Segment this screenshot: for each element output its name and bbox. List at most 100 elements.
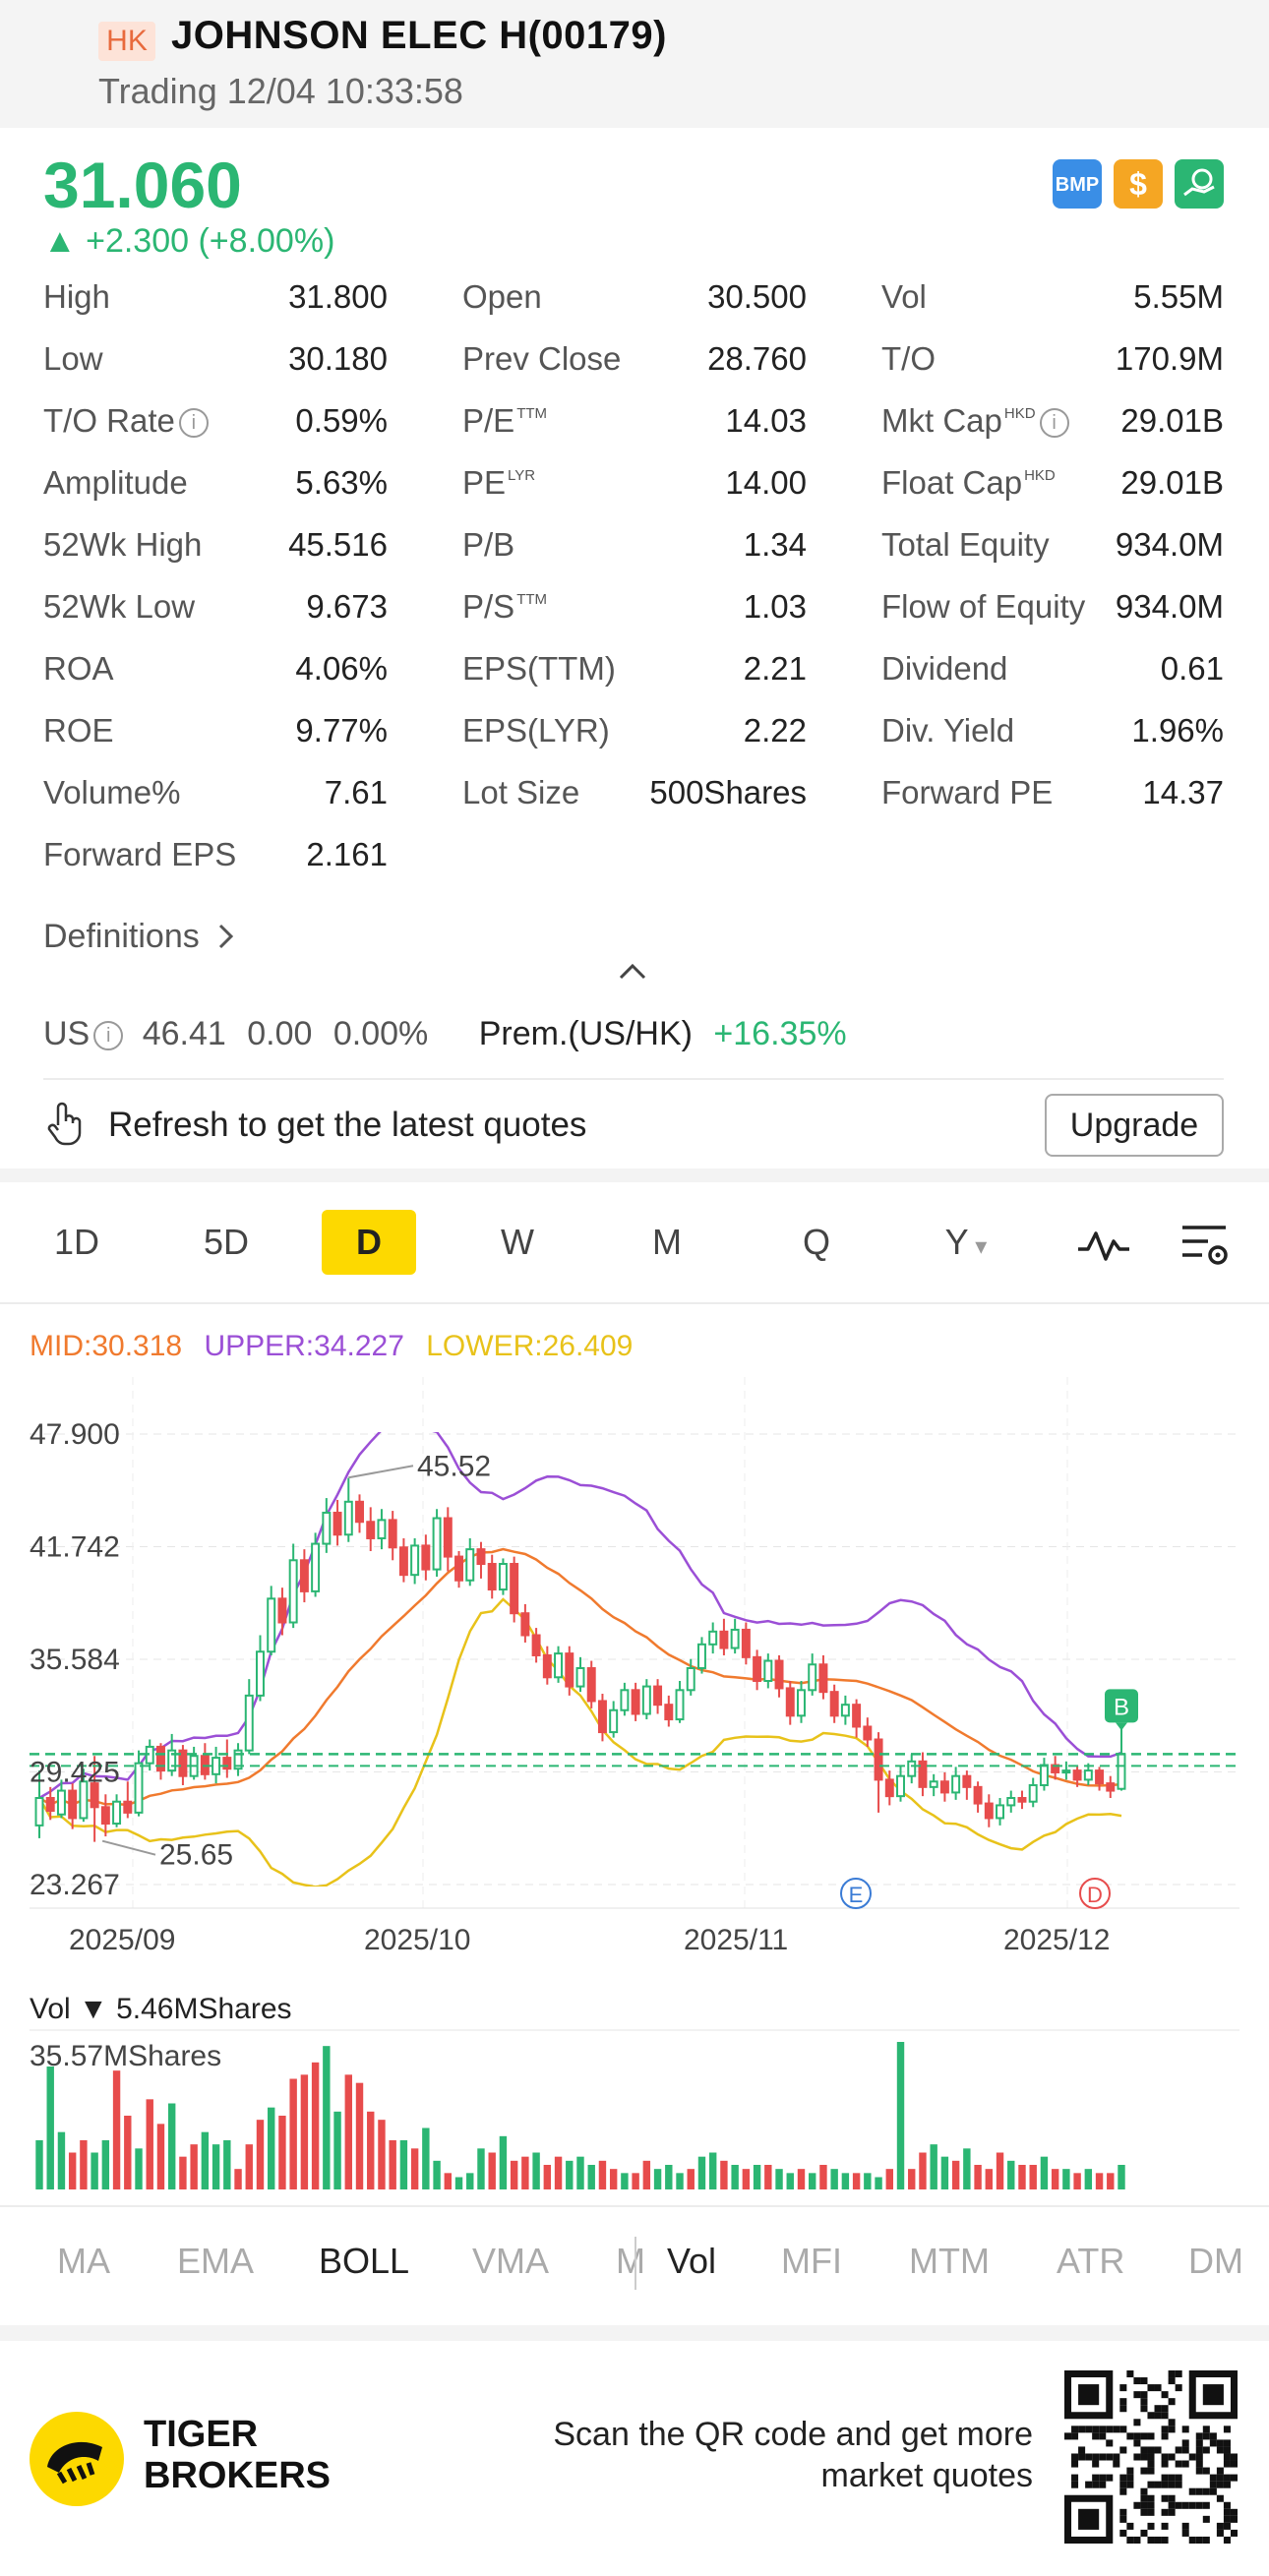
volume-bar xyxy=(234,2169,242,2189)
candle xyxy=(586,1660,596,1708)
stat-superscript: HKD xyxy=(1003,405,1036,422)
stat-value: 2.22 xyxy=(743,712,807,749)
period-tab[interactable]: Q xyxy=(769,1210,864,1275)
stat-label: Low xyxy=(43,340,103,378)
bmp-icon[interactable]: BMP xyxy=(1053,159,1102,209)
candle xyxy=(719,1618,729,1655)
volume-bar xyxy=(355,2082,364,2189)
period-tab[interactable]: 1D xyxy=(30,1210,124,1275)
stat-label: Forward EPS xyxy=(43,836,236,873)
candle xyxy=(233,1743,243,1776)
sub-indicator-tab[interactable]: MTM xyxy=(909,2241,990,2281)
volume-chart[interactable] xyxy=(0,2026,1269,2199)
period-tab[interactable]: W xyxy=(470,1210,565,1275)
volume-bar xyxy=(996,2152,1004,2189)
volume-bar xyxy=(775,2169,783,2189)
volume-bar xyxy=(985,2169,994,2189)
info-icon[interactable]: i xyxy=(178,408,209,438)
stat-superscript: TTM xyxy=(516,405,548,422)
candle xyxy=(398,1537,408,1583)
candle xyxy=(852,1699,862,1738)
stat-label: Float Cap HKD xyxy=(881,464,1056,502)
info-icon[interactable]: i xyxy=(93,1021,124,1050)
sub-indicator-tab[interactable]: Vol xyxy=(667,2241,717,2281)
candle xyxy=(1039,1758,1049,1791)
stat-label: ROE xyxy=(43,712,114,749)
sub-indicator-tab[interactable]: ATR xyxy=(1057,2241,1125,2281)
volume-bar xyxy=(908,2169,916,2189)
sub-indicator-tab[interactable]: MFI xyxy=(781,2241,842,2281)
tab-separator xyxy=(634,2237,636,2290)
candle xyxy=(918,1752,928,1797)
stat-label-text: P/S xyxy=(462,588,515,625)
stat-label: Forward PE xyxy=(881,774,1053,811)
volume-bar xyxy=(653,2169,662,2189)
earnings-marker[interactable]: E xyxy=(840,1878,872,1909)
candle xyxy=(597,1694,607,1742)
hand-money-icon[interactable] xyxy=(1175,159,1224,209)
candle xyxy=(100,1794,110,1837)
stat-value: 30.500 xyxy=(707,278,807,315)
stock-title: JOHNSON ELEC H(00179) xyxy=(171,14,667,57)
last-price: 31.060 xyxy=(43,149,242,221)
volume-bar xyxy=(609,2169,618,2189)
volume-bar xyxy=(101,2140,110,2189)
main-indicator-tab[interactable]: VMA xyxy=(472,2241,550,2281)
chart-settings-icon[interactable] xyxy=(1178,1220,1234,1271)
volume-bar xyxy=(444,2173,453,2189)
period-tab-label: Y xyxy=(944,1222,969,1262)
sub-indicator-tab[interactable]: DM xyxy=(1188,2241,1243,2281)
y-tick-label: 47.900 xyxy=(30,1418,120,1451)
candle xyxy=(322,1498,332,1553)
stat-label-text: PE xyxy=(462,464,507,501)
candle xyxy=(34,1770,44,1838)
period-tab[interactable]: Y ▾ xyxy=(919,1210,1013,1275)
stat-label-text: ROA xyxy=(43,650,114,687)
volume-bar xyxy=(190,2144,198,2189)
us-quote-row: US i 46.41 0.00 0.00% Prem.(US/HK) +16.35… xyxy=(43,1015,847,1053)
dividend-marker[interactable]: D xyxy=(1079,1878,1111,1909)
stat-label: P/E TTM xyxy=(462,402,547,440)
main-indicator-tab[interactable]: EMA xyxy=(177,2241,255,2281)
buy-marker[interactable]: B xyxy=(1105,1689,1138,1731)
volume-bar xyxy=(112,2070,121,2189)
dollar-icon[interactable]: $ xyxy=(1114,159,1163,209)
volume-bar xyxy=(201,2131,210,2189)
collapse-up-icon[interactable] xyxy=(616,954,649,988)
candle xyxy=(763,1653,773,1689)
main-indicator-tab[interactable]: M xyxy=(616,2241,645,2281)
volume-bar xyxy=(91,2152,98,2189)
stat-label-text: Open xyxy=(462,278,542,315)
volume-bar xyxy=(764,2165,772,2189)
volume-bar xyxy=(830,2169,838,2189)
stat-value: 9.673 xyxy=(306,588,388,625)
volume-label[interactable]: Vol ▼ 5.46MShares xyxy=(30,1993,292,2025)
main-indicator-tab[interactable]: MA xyxy=(57,2241,110,2281)
volume-bar xyxy=(786,2173,794,2189)
stat-label: EPS(LYR) xyxy=(462,712,610,749)
stat-label: Lot Size xyxy=(462,774,579,811)
indicator-line-icon[interactable] xyxy=(1076,1228,1131,1263)
period-tab-label: W xyxy=(501,1222,534,1262)
period-tab[interactable]: M xyxy=(620,1210,714,1275)
info-icon[interactable]: i xyxy=(1039,408,1069,438)
upgrade-button[interactable]: Upgrade xyxy=(1045,1094,1224,1157)
volume-bar xyxy=(268,2107,275,2189)
period-tab[interactable]: D xyxy=(322,1210,416,1275)
definitions-link[interactable]: Definitions xyxy=(43,918,238,956)
candle xyxy=(542,1646,552,1685)
candle xyxy=(267,1586,276,1655)
dropdown-caret-icon: ▾ xyxy=(968,1233,988,1260)
stat-label: Flow of Equity xyxy=(881,588,1085,626)
volume-bar xyxy=(532,2152,540,2189)
candle xyxy=(288,1543,298,1629)
candlestick-chart[interactable]: 47.900 41.742 35.584 29.425 23.267 2025/09 202… xyxy=(0,1367,1269,1977)
candle xyxy=(575,1656,585,1693)
volume-bar xyxy=(256,2120,265,2189)
main-indicator-tab[interactable]: BOLL xyxy=(319,2241,410,2281)
volume-bar xyxy=(311,2062,320,2189)
candle xyxy=(1095,1767,1105,1791)
candle xyxy=(840,1695,850,1725)
candle xyxy=(609,1701,619,1738)
period-tab[interactable]: 5D xyxy=(179,1210,273,1275)
